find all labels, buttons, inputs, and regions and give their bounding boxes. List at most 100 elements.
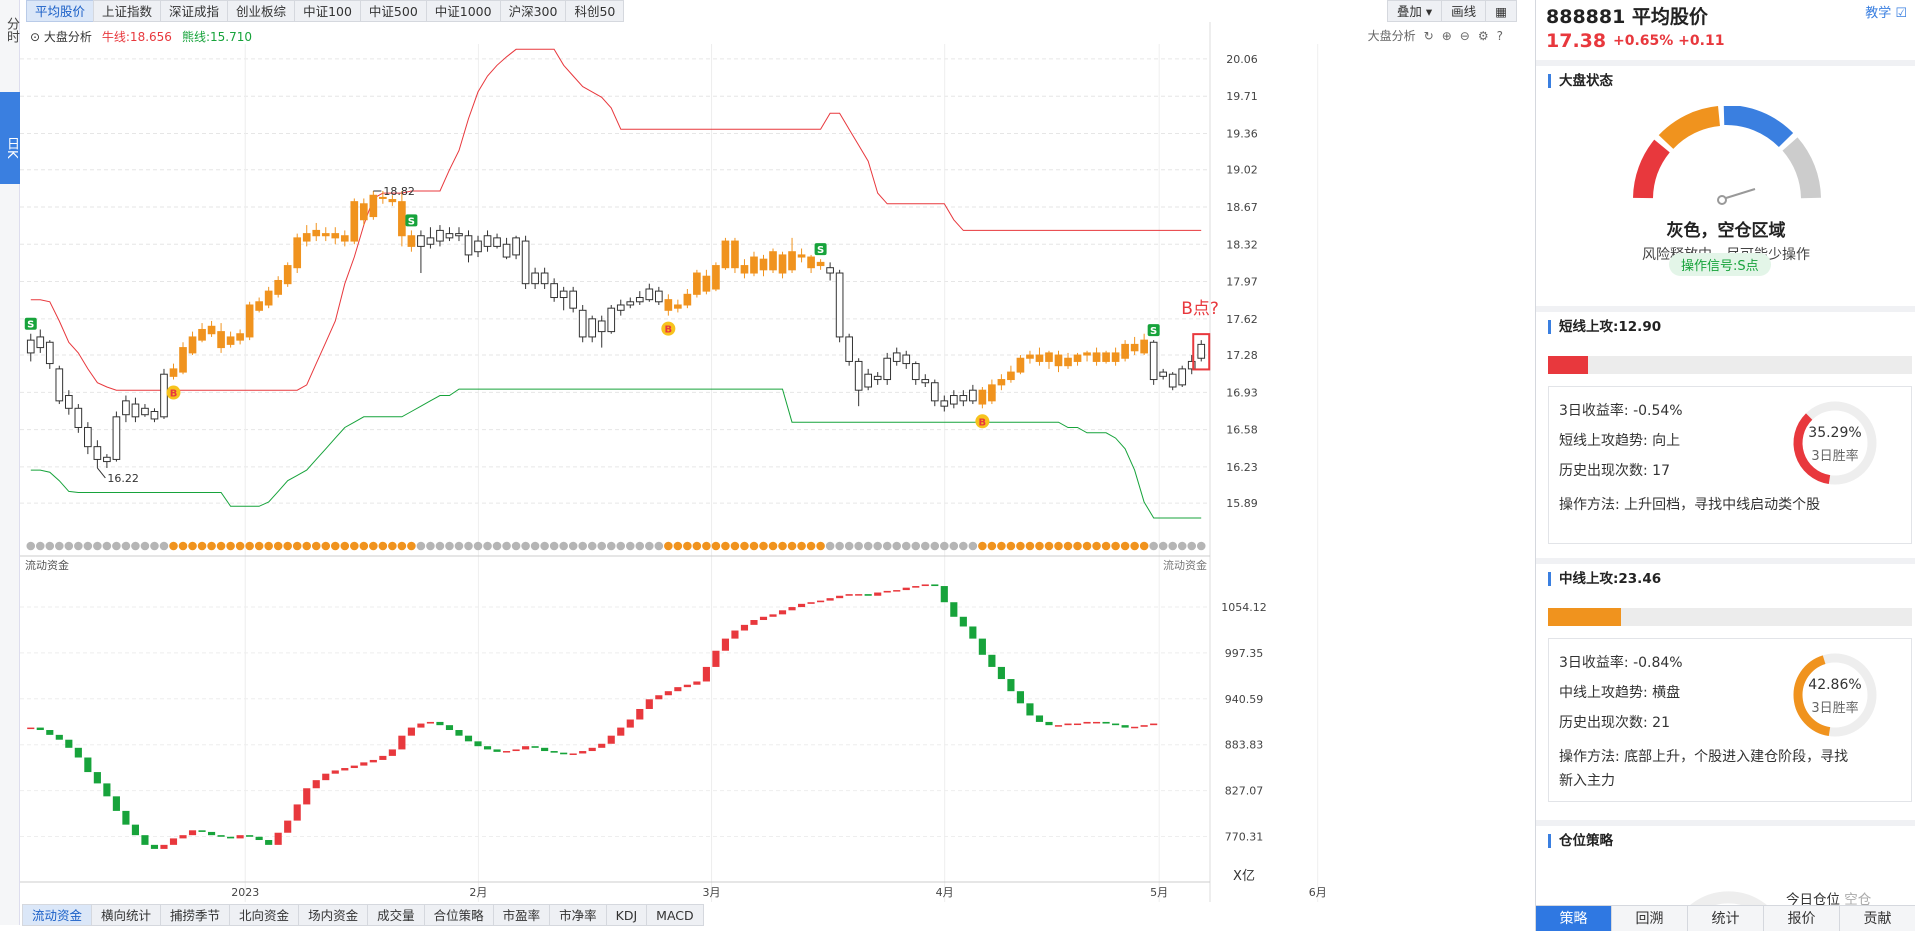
indicator-tab-10[interactable]: MACD: [646, 904, 704, 926]
indicator-tab-7[interactable]: 市盈率: [492, 904, 551, 926]
state-dot: [806, 541, 816, 551]
state-dot: [978, 541, 987, 551]
legend-dropdown[interactable]: ⊙ 大盘分析: [30, 30, 92, 44]
buy-signal-label: B: [979, 417, 987, 428]
candle-body: [379, 196, 387, 199]
state-dot: [825, 541, 835, 551]
draw-line-button[interactable]: 画线: [1441, 0, 1487, 22]
indicator-tab-0[interactable]: 流动资金: [22, 904, 93, 926]
candle-body: [959, 395, 968, 402]
help-icon[interactable]: ?: [1496, 28, 1503, 43]
candle-body: [826, 267, 834, 274]
candle-body: [474, 240, 482, 253]
index-tab-6[interactable]: 中证1000: [425, 0, 501, 22]
index-tab-0[interactable]: 平均股价: [26, 0, 95, 22]
state-dot: [55, 541, 64, 551]
flow-bar: [1073, 723, 1082, 726]
grid-icon[interactable]: ▦: [1485, 0, 1517, 22]
candle-body: [540, 272, 549, 285]
flow-unit: X亿: [1233, 869, 1255, 884]
index-tab-5[interactable]: 中证500: [359, 0, 427, 22]
panel-tab-2[interactable]: 统计: [1688, 906, 1764, 931]
kline-chart[interactable]: 20.06 19.71 19.36 19.02 18.67 18.32 17.97 17.62…: [20, 22, 1535, 902]
tab-daily-k[interactable]: 日K: [0, 92, 20, 184]
flow-bar: [1064, 723, 1072, 726]
indicator-tab-1[interactable]: 横向统计: [91, 904, 162, 926]
indicator-tab-3[interactable]: 北向资金: [229, 904, 300, 926]
candle-body: [1054, 354, 1063, 367]
flow-bar: [750, 620, 758, 625]
state-dot: [26, 541, 36, 551]
stock-title: 888881 平均股价: [1546, 6, 1708, 28]
index-tab-8[interactable]: 科创50: [565, 0, 625, 22]
candle-body: [949, 395, 958, 405]
candle-body: [616, 304, 625, 311]
zoom-in-icon[interactable]: ⊕: [1441, 28, 1452, 43]
flow-bar: [36, 727, 44, 731]
indicator-tab-9[interactable]: KDJ: [605, 904, 648, 926]
state-dot: [483, 541, 492, 551]
flow-bar: [131, 824, 140, 836]
tab-intraday[interactable]: 分时: [4, 17, 19, 43]
flow-bar: [141, 835, 149, 845]
state-dot: [692, 541, 702, 551]
state-dot: [930, 541, 940, 551]
panel-tab-3[interactable]: 报价: [1764, 906, 1840, 931]
flow-bar: [893, 590, 901, 592]
index-tab-4[interactable]: 中证100: [294, 0, 361, 22]
flow-bar: [569, 753, 577, 755]
state-dot: [1196, 541, 1206, 551]
indicator-tabs: 流动资金 横向统计 捕捞季节 北向资金 场内资金 成交量 合位策略 市盈率 市净率 KDJ MACD: [22, 904, 704, 926]
flow-bar: [731, 630, 739, 639]
state-dot: [844, 541, 854, 551]
state-dot: [311, 541, 321, 551]
panel-tab-4[interactable]: 贡献: [1840, 906, 1915, 931]
state-dot: [568, 541, 578, 551]
state-dot: [1130, 541, 1139, 551]
gear-icon[interactable]: ⚙: [1477, 28, 1489, 43]
candle-body: [407, 235, 416, 247]
indicator-tab-4[interactable]: 场内资金: [298, 904, 369, 926]
mid-attack-section: 中线上攻:23.46 3日收益率: -0.84% 中线上攻趋势: 横盘 历史出现…: [1536, 558, 1915, 814]
bear-line: [30, 388, 1202, 519]
panel-tab-0[interactable]: 策略: [1536, 906, 1612, 931]
candle-body: [626, 301, 635, 306]
flow-bar: [169, 838, 178, 845]
refresh-icon[interactable]: ↻: [1423, 28, 1434, 43]
index-tab-7[interactable]: 沪深300: [499, 0, 567, 22]
state-dot: [1149, 541, 1158, 551]
flow-bar: [836, 595, 844, 599]
index-tab-3[interactable]: 创业板综: [227, 0, 296, 22]
chart-tools: 大盘分析 ↻ ⊕ ⊖ ⚙ ?: [1368, 27, 1503, 44]
teach-link[interactable]: 教学 ☑: [1865, 6, 1907, 21]
state-dot: [1168, 541, 1177, 551]
zoom-out-icon[interactable]: ⊖: [1459, 28, 1470, 43]
state-dot: [35, 541, 45, 551]
flow-bar: [940, 586, 948, 603]
flow-bar: [902, 587, 910, 591]
candle-body: [502, 243, 511, 258]
overlay-button[interactable]: 叠加 ▾: [1386, 0, 1443, 22]
flow-bar: [217, 835, 225, 837]
panel-tab-1[interactable]: 回溯: [1612, 906, 1688, 931]
short-count: 历史出现次数: 17: [1559, 463, 1670, 479]
flow-bar: [46, 730, 54, 735]
indicator-tab-2[interactable]: 捕捞季节: [160, 904, 231, 926]
candle-body: [160, 373, 168, 418]
indicator-tab-8[interactable]: 市净率: [549, 904, 607, 926]
indicator-tab-6[interactable]: 合位策略: [423, 904, 494, 926]
candle-body: [845, 336, 853, 362]
index-tab-1[interactable]: 上证指数: [93, 0, 162, 22]
index-tab-2[interactable]: 深证成指: [160, 0, 229, 22]
state-dot: [1120, 541, 1130, 551]
sell-signal-label: S: [817, 245, 824, 256]
today-position-value: 空仓: [1844, 892, 1872, 905]
price-tick: 19.02: [1226, 164, 1258, 177]
mid-3day-return: 3日收益率: -0.84%: [1559, 655, 1683, 671]
flow-bar: [179, 835, 187, 839]
candle-body: [731, 240, 739, 269]
flow-bar: [645, 699, 653, 709]
flow-bar: [931, 584, 939, 587]
indicator-tab-5[interactable]: 成交量: [367, 904, 425, 926]
short-attack-bar: [1548, 356, 1912, 374]
